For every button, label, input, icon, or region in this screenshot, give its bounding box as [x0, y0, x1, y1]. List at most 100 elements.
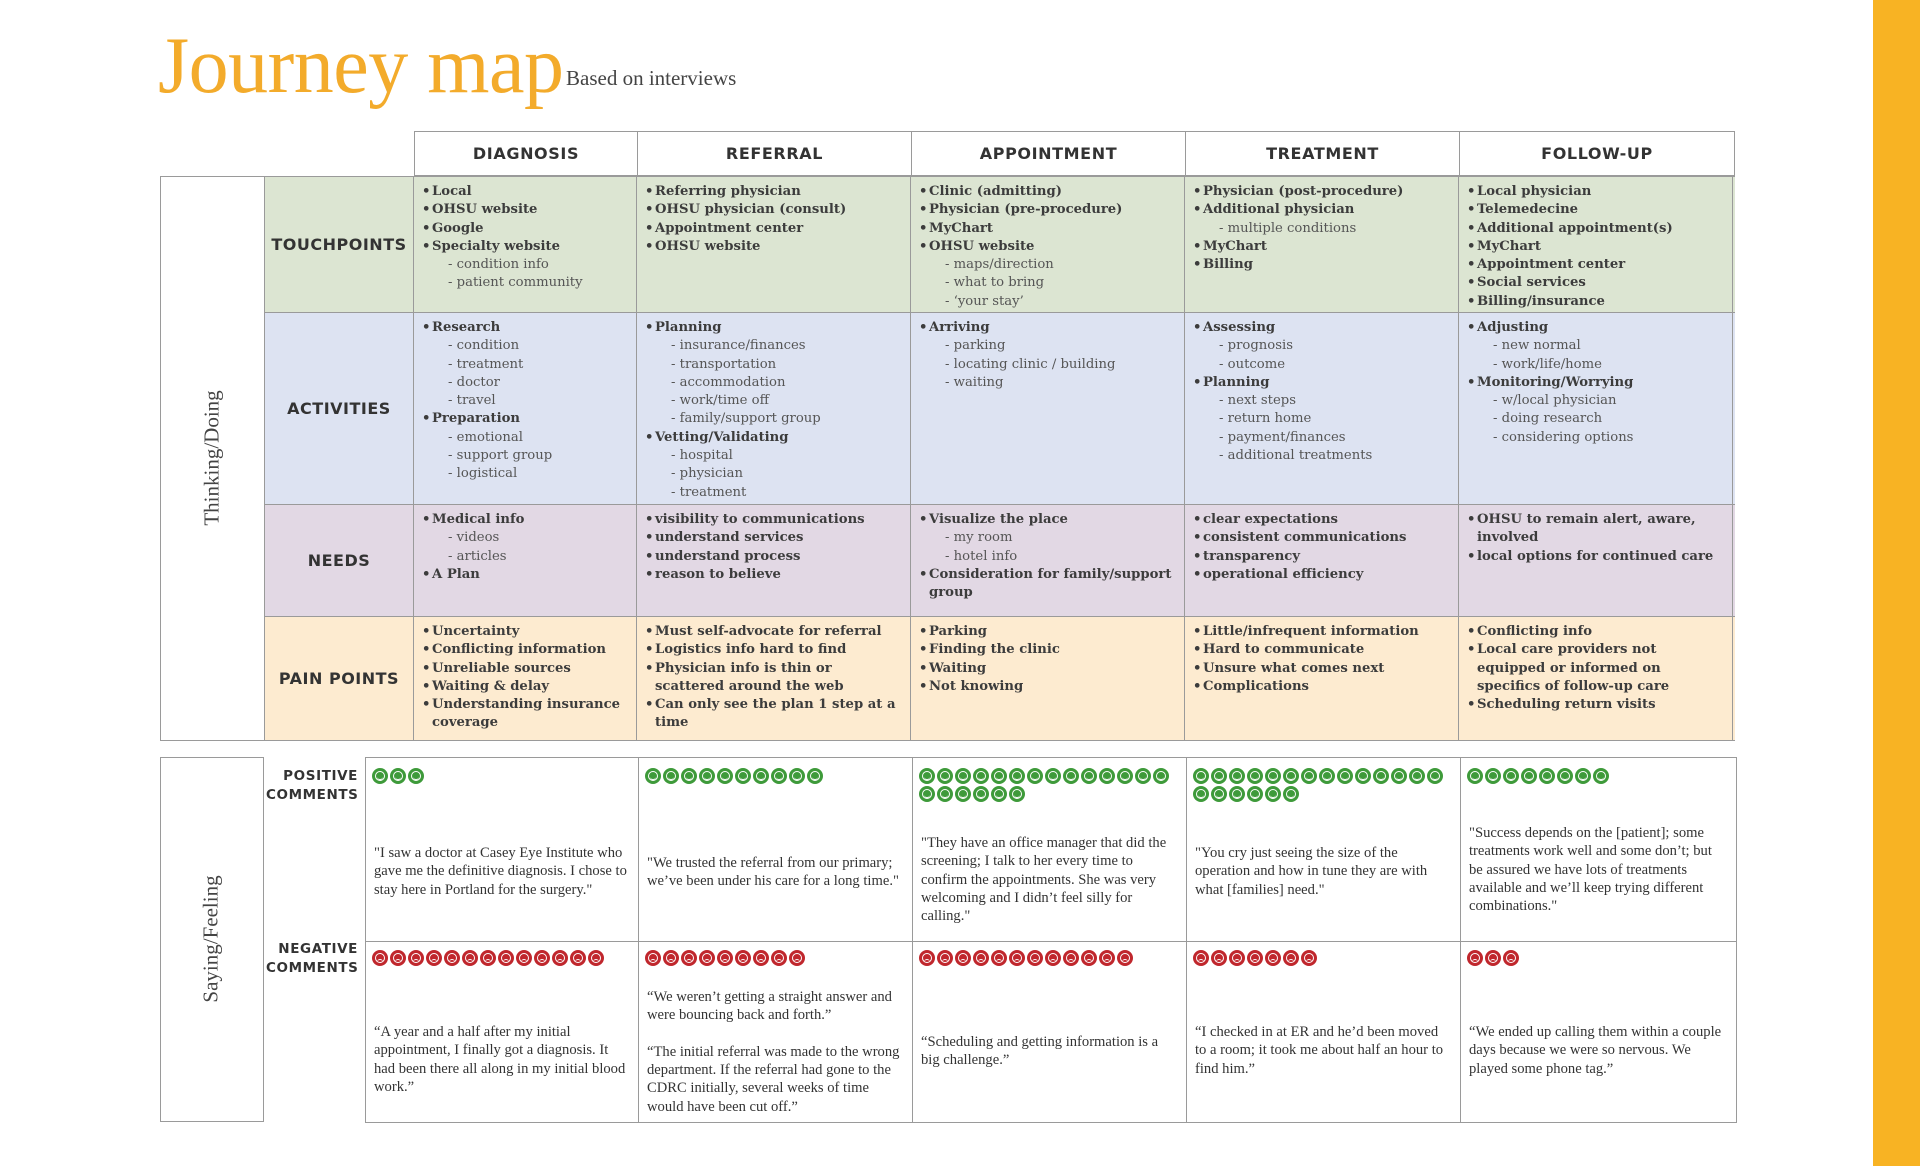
phase-diagnosis: DIAGNOSIS [415, 132, 638, 175]
list-item: Not knowing [919, 678, 1176, 697]
smiley-face-icon [390, 768, 406, 784]
frowny-face-icon [1099, 950, 1115, 966]
frowny-face-icon [991, 950, 1007, 966]
cell-diagnosis: Medical infovideosarticlesA Plan [414, 505, 637, 616]
frowny-face-icon [1467, 950, 1483, 966]
smiley-face-icon [699, 768, 715, 784]
list-item: support group [422, 447, 628, 465]
phase-referral: REFERRAL [638, 132, 912, 175]
smiley-face-icon [1265, 786, 1281, 802]
smiley-face-icon [1337, 768, 1353, 784]
list-item: Clinic (admitting) [919, 183, 1176, 202]
list-item: Finding the clinic [919, 641, 1176, 660]
smiley-face-icon [1539, 768, 1555, 784]
list-item: doing research [1467, 410, 1724, 428]
list-item: logistical [422, 465, 628, 483]
list-item: Planning [1193, 374, 1450, 393]
smiley-face-icon [1355, 768, 1371, 784]
frowny-face-icon [570, 950, 586, 966]
list-item: considering options [1467, 429, 1724, 447]
cell-referral: visibility to communicationsunderstand s… [637, 505, 911, 616]
list-item: Unsure what comes next [1193, 660, 1450, 679]
frowny-face-icon [1081, 950, 1097, 966]
list-item: Waiting & delay [422, 678, 628, 697]
phase-follow-up: FOLLOW-UP [1541, 144, 1653, 163]
frowny-face-icon [516, 950, 532, 966]
saying-column-treatment: "You cry just seeing the size of the ope… [1187, 758, 1461, 1122]
cell-follow-up: Adjustingnew normalwork/life/homeMonitor… [1459, 313, 1733, 504]
smiley-face-icon [1229, 768, 1245, 784]
smiley-face-icon [1211, 786, 1227, 802]
negative-quote: “We ended up calling them within a coupl… [1469, 1024, 1722, 1077]
list-item: Physician (post-procedure) [1193, 183, 1450, 202]
frowny-face-icon [955, 950, 971, 966]
list-item: transparency [1193, 548, 1450, 567]
smiley-face-icon [919, 786, 935, 802]
smiley-face-icon [1467, 768, 1483, 784]
list-item: Vetting/Validating [645, 429, 902, 448]
list-item: w/local physician [1467, 392, 1724, 410]
list-item: family/support group [645, 410, 902, 428]
smiley-face-icon [1265, 768, 1281, 784]
row-label: ACTIVITIES [264, 313, 414, 504]
list-item: Adjusting [1467, 319, 1724, 338]
smiley-face-icon [681, 768, 697, 784]
saying-feeling-label: Saying/Feeling [198, 875, 223, 1003]
list-item: OHSU website [919, 238, 1176, 257]
cell-appointment: ParkingFinding the clinicWaitingNot know… [911, 617, 1185, 740]
list-item: doctor [422, 374, 628, 392]
negative-quote: “We weren’t getting a straight answer an… [647, 989, 900, 1115]
smiley-face-icon [991, 786, 1007, 802]
list-item: Billing/insurance [1467, 293, 1724, 312]
frowny-face-icon [735, 950, 751, 966]
positive-faces [645, 768, 908, 784]
smiley-face-icon [1229, 786, 1245, 802]
cell-diagnosis: ResearchconditiontreatmentdoctortravelPr… [414, 313, 637, 504]
smiley-face-icon [1081, 768, 1097, 784]
list-item: transportation [645, 356, 902, 374]
list-item: ‘your stay’ [919, 293, 1176, 311]
frowny-face-icon [1045, 950, 1061, 966]
saying-column-follow-up: "Success depends on the [patient]; some … [1461, 758, 1737, 1122]
cell-referral: Planninginsurance/financestransportation… [637, 313, 911, 504]
smiley-face-icon [1557, 768, 1573, 784]
negative-faces [919, 950, 1182, 966]
list-item: waiting [919, 374, 1176, 392]
cell-follow-up: Conflicting infoLocal care providers not… [1459, 617, 1733, 740]
frowny-face-icon [645, 950, 661, 966]
list-item: MyChart [919, 220, 1176, 239]
list-item: Additional physician [1193, 201, 1450, 220]
list-item: Monitoring/Worrying [1467, 374, 1724, 393]
list-item: Complications [1193, 678, 1450, 697]
list-item: OHSU to remain alert, aware, involved [1467, 511, 1724, 548]
smiley-face-icon [1211, 768, 1227, 784]
frowny-face-icon [1211, 950, 1227, 966]
list-item: Hard to communicate [1193, 641, 1450, 660]
frowny-face-icon [1117, 950, 1133, 966]
list-item: treatment [645, 484, 902, 502]
divider [366, 941, 638, 942]
smiley-face-icon [937, 768, 953, 784]
list-item: Uncertainty [422, 623, 628, 642]
list-item: parking [919, 337, 1176, 355]
list-item: my room [919, 529, 1176, 547]
frowny-face-icon [771, 950, 787, 966]
frowny-face-icon [753, 950, 769, 966]
frowny-face-icon [1301, 950, 1317, 966]
negative-faces [372, 950, 634, 966]
cell-appointment: Clinic (admitting)Physician (pre-procedu… [911, 177, 1185, 312]
list-item: insurance/finances [645, 337, 902, 355]
saying-column-diagnosis: "I saw a doctor at Casey Eye Institute w… [366, 758, 639, 1122]
list-item: Local care providers not equipped or inf… [1467, 641, 1724, 696]
list-item: emotional [422, 429, 628, 447]
list-item: Medical info [422, 511, 628, 530]
list-item: Local [422, 183, 628, 202]
frowny-face-icon [408, 950, 424, 966]
frowny-face-icon [663, 950, 679, 966]
list-item: Logistics info hard to find [645, 641, 902, 660]
list-item: multiple conditions [1193, 220, 1450, 238]
frowny-face-icon [552, 950, 568, 966]
list-item: Conflicting info [1467, 623, 1724, 642]
row-touchpoints: TOUCHPOINTSLocalOHSU websiteGoogleSpecia… [264, 176, 1735, 313]
list-item: Research [422, 319, 628, 338]
